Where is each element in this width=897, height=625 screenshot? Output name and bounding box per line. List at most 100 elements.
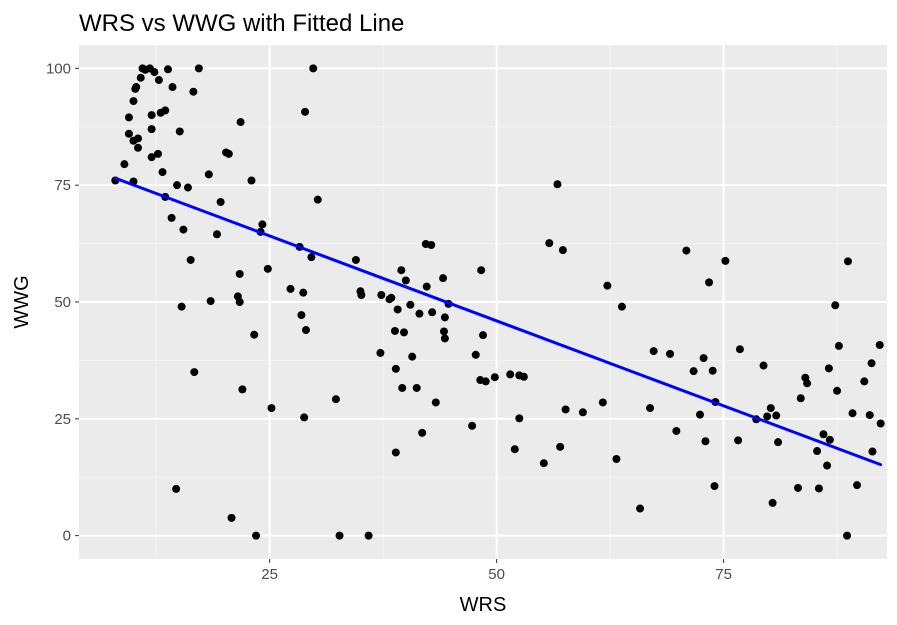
data-point: [163, 65, 172, 74]
data-point: [297, 311, 306, 320]
data-point: [252, 531, 261, 540]
y-tick-label: 50: [54, 294, 71, 311]
data-point: [768, 498, 777, 507]
data-point: [539, 459, 548, 468]
data-point: [843, 531, 852, 540]
data-point: [258, 220, 267, 229]
data-point: [578, 408, 587, 417]
data-point: [759, 361, 768, 370]
data-point: [364, 531, 373, 540]
data-point: [147, 125, 156, 134]
data-point: [263, 264, 272, 273]
data-point: [173, 181, 182, 190]
data-point: [158, 168, 167, 177]
data-point: [646, 404, 655, 413]
data-point: [238, 385, 247, 394]
x-axis: 25 50 75: [261, 559, 732, 583]
data-point: [150, 68, 159, 77]
data-point: [183, 183, 192, 192]
data-point: [132, 83, 141, 92]
data-point: [418, 428, 427, 437]
data-point: [331, 395, 340, 404]
data-point: [834, 341, 843, 350]
data-point: [408, 352, 417, 361]
data-point: [376, 348, 385, 357]
data-point: [603, 281, 612, 290]
y-tick-label: 75: [54, 177, 71, 194]
data-point: [357, 290, 366, 299]
data-point: [286, 284, 295, 293]
data-point: [190, 368, 199, 377]
data-point: [216, 198, 225, 207]
data-point: [796, 394, 805, 403]
data-point: [439, 327, 448, 336]
data-point: [708, 366, 717, 375]
data-point: [649, 347, 658, 356]
data-point: [831, 301, 840, 310]
data-point: [428, 308, 437, 317]
data-point: [510, 445, 519, 454]
data-point: [179, 225, 188, 234]
data-point: [490, 373, 499, 382]
data-point: [134, 134, 143, 143]
data-point: [124, 113, 133, 122]
data-point: [865, 411, 874, 420]
data-point: [177, 302, 186, 311]
data-point: [391, 448, 400, 457]
x-tick-label: 50: [488, 566, 505, 583]
data-point: [813, 447, 822, 456]
data-point: [710, 482, 719, 491]
data-point: [227, 513, 236, 522]
major-gridlines: [79, 45, 887, 559]
data-point: [422, 282, 431, 291]
data-point: [406, 300, 415, 309]
data-point: [186, 255, 195, 264]
data-point: [154, 76, 163, 85]
data-point: [705, 278, 714, 287]
data-point: [147, 111, 156, 120]
data-point: [734, 436, 743, 445]
data-point: [236, 118, 245, 127]
data-point: [153, 149, 162, 158]
data-point: [175, 127, 184, 136]
data-point: [134, 143, 143, 152]
x-axis-title: WRS: [460, 594, 507, 616]
x-tick-label: 75: [715, 566, 732, 583]
data-point: [194, 64, 203, 73]
data-point: [172, 484, 181, 493]
data-point: [129, 97, 138, 106]
data-point: [699, 354, 708, 363]
y-tick-label: 0: [63, 528, 71, 545]
data-point: [377, 290, 386, 299]
data-point: [823, 461, 832, 470]
data-point: [814, 484, 823, 493]
data-point: [167, 213, 176, 222]
data-point: [120, 160, 129, 169]
data-point: [848, 409, 857, 418]
data-point: [766, 404, 775, 413]
chart-title: WRS vs WWG with Fitted Line: [79, 10, 404, 37]
data-point: [301, 326, 310, 335]
data-point: [515, 414, 524, 423]
data-point: [212, 230, 221, 239]
data-point: [876, 419, 885, 428]
fitted-line: [113, 176, 883, 467]
data-point: [868, 447, 877, 456]
data-point: [299, 288, 308, 297]
data-point: [235, 269, 244, 278]
data-point: [431, 398, 440, 407]
data-point: [247, 176, 256, 185]
data-point: [735, 345, 744, 354]
data-point: [124, 129, 133, 138]
data-point: [397, 266, 406, 275]
data-point: [168, 83, 177, 92]
data-point: [391, 364, 400, 373]
data-point: [351, 255, 360, 264]
data-point: [558, 246, 567, 255]
data-point: [772, 411, 781, 420]
data-point: [224, 149, 233, 158]
data-point: [335, 531, 344, 540]
data-point: [853, 481, 862, 490]
data-point: [556, 442, 565, 451]
data-point: [598, 398, 607, 407]
